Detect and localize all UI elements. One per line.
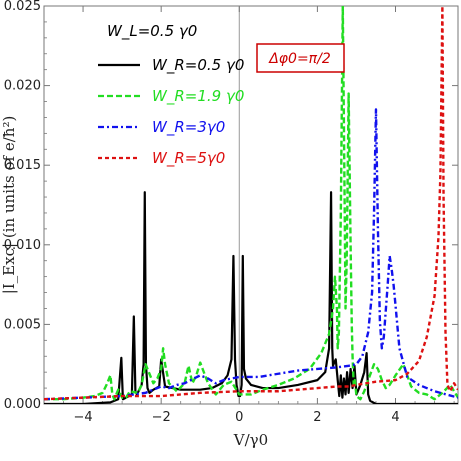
- legend-label-2: W_R=3γ0: [152, 118, 225, 137]
- y-tick-label: 0.025: [4, 0, 41, 14]
- annotation-frame: [256, 43, 345, 73]
- plot-area: [43, 5, 459, 405]
- legend-label-3: W_R=5γ0: [152, 149, 225, 168]
- x-tick-label: −4: [73, 410, 92, 425]
- legend-header: W_L=0.5 γ0: [107, 22, 197, 41]
- y-tick-label: 0.020: [4, 79, 41, 94]
- y-tick-label: 0.000: [4, 397, 41, 412]
- series-line-3: [44, 6, 458, 401]
- x-tick-label: 0: [235, 410, 243, 425]
- series-line-1: [44, 6, 458, 401]
- y-tick-label: 0.010: [4, 238, 41, 253]
- legend-label-0: W_R=0.5 γ0: [152, 56, 244, 75]
- series-line-2: [44, 108, 458, 401]
- tick-labels: −4 −2 0 2 4 0.000 0.005 0.010 0.015 0.020 0.025: [4, 0, 400, 425]
- y-axis-title: |I_Exc| (in units of e/ħ²): [0, 116, 18, 295]
- y-tick-label: 0.005: [4, 317, 41, 332]
- x-tick-label: 2: [313, 410, 321, 425]
- legend-label-1: W_R=1.9 γ0: [152, 87, 244, 106]
- x-tick-label: −2: [152, 410, 171, 425]
- x-axis-title: V/γ0: [233, 431, 268, 449]
- y-tick-label: 0.015: [4, 158, 41, 173]
- annotation-text: Δφ0=π/2: [268, 51, 331, 67]
- series-layer: [44, 6, 458, 404]
- legend: W_L=0.5 γ0 W_R=0.5 γ0 W_R=1.9 γ0 W_R=3γ0…: [98, 22, 244, 168]
- annotation-box: Δφ0=π/2: [256, 43, 345, 73]
- x-tick-label: 4: [391, 410, 399, 425]
